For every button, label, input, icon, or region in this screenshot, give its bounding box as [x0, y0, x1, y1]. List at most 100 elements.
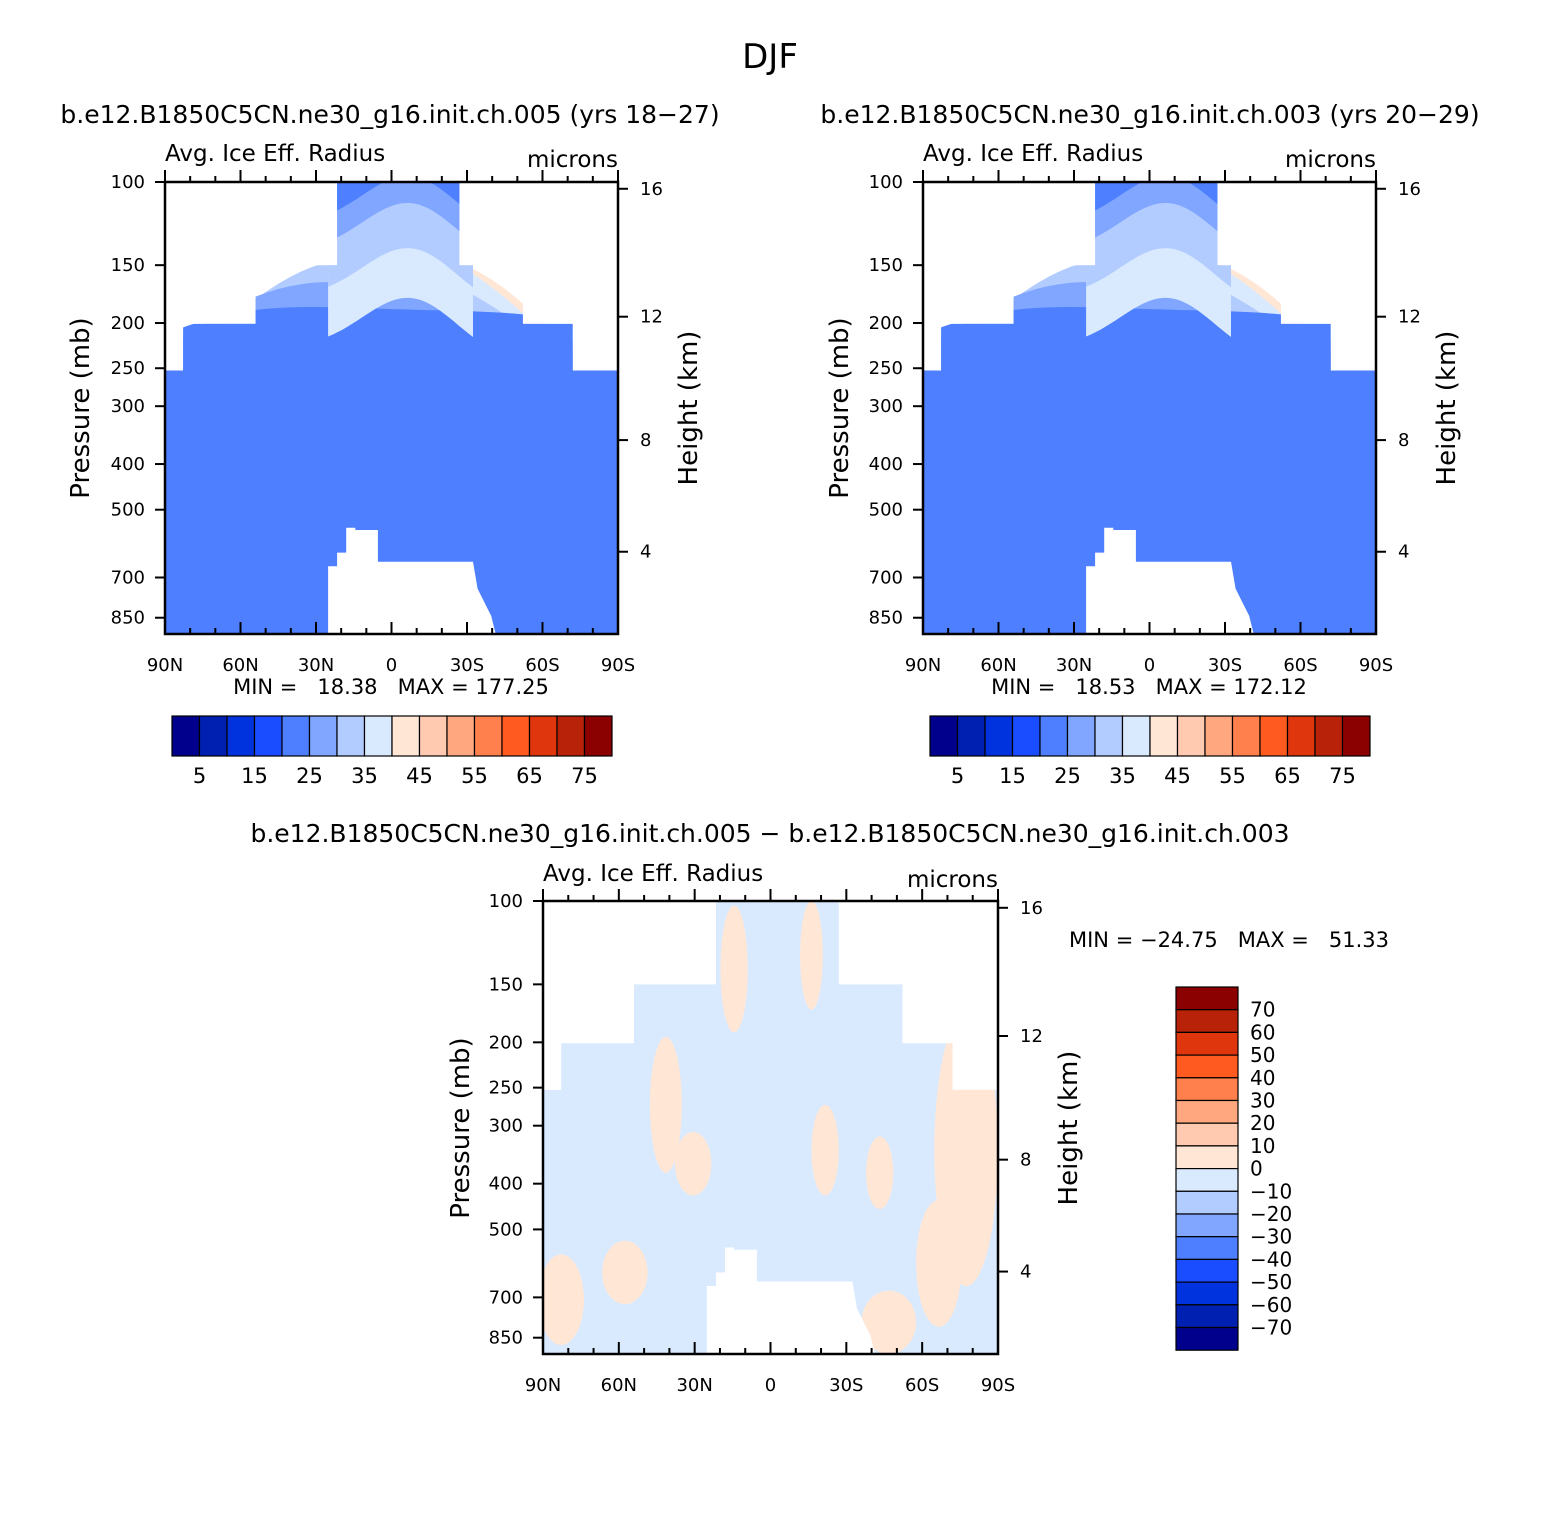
colorbar-label: 55	[461, 764, 488, 788]
y2-tick-label: 8	[1020, 1150, 1031, 1171]
contour-band-positive	[861, 1290, 917, 1354]
y-tick-label: 300	[489, 1116, 523, 1137]
y-tick-label: 250	[489, 1078, 523, 1099]
x-tick-label: 30N	[1056, 655, 1092, 676]
y-tick-label: 500	[111, 500, 145, 521]
topography-mask	[328, 527, 496, 634]
contour-band-positive	[649, 1036, 682, 1173]
panel-2-contour-field	[923, 182, 1376, 634]
colorbar-label: −60	[1250, 1293, 1292, 1317]
topography-mask	[706, 1247, 876, 1354]
colorbar-box	[583, 715, 613, 757]
contour-band-upper-5	[328, 182, 473, 215]
colorbar-box	[308, 715, 338, 757]
panel-1: b.e12.B1850C5CN.ne30_g16.init.ch.005 (yr…	[60, 100, 719, 788]
x-tick-label: 90N	[905, 655, 941, 676]
panel-2-y-axis-label: Pressure (mb)	[825, 317, 855, 498]
colorbar-label: 75	[571, 764, 598, 788]
y-tick-label: 100	[111, 172, 145, 193]
panel-3-variable-label: Avg. Ice Eff. Radius	[543, 861, 763, 887]
colorbar-box	[363, 715, 393, 757]
colorbar-label: −40	[1250, 1247, 1292, 1271]
y-tick-label: 250	[111, 358, 145, 379]
colorbar-box	[1175, 1122, 1239, 1147]
x-tick-label: 30N	[676, 1375, 712, 1396]
x-tick-label: 60S	[905, 1375, 939, 1396]
y-tick-label: 200	[489, 1032, 523, 1053]
y2-tick-label: 16	[1020, 898, 1043, 919]
x-tick-label: 60N	[980, 655, 1016, 676]
colorbar-label: −50	[1250, 1270, 1292, 1294]
colorbar-box	[418, 715, 448, 757]
colorbar-box	[1286, 715, 1316, 757]
panel-2-axes: 90N 60N 30N 0 30S 60S 90S 100 150 200 250 300 400 500…	[869, 170, 1421, 676]
colorbar-box	[1011, 715, 1041, 757]
colorbar-label: 55	[1219, 764, 1246, 788]
contour-band-positive	[916, 1199, 962, 1327]
colorbar-box	[1204, 715, 1234, 757]
colorbar-label: −20	[1250, 1202, 1292, 1226]
colorbar-box	[1175, 986, 1239, 1011]
contour-band-positive	[811, 1104, 839, 1196]
contour-band-upper-6	[1086, 182, 1231, 243]
colorbar-box	[1094, 715, 1124, 757]
colorbar-label: −30	[1250, 1225, 1292, 1249]
y-tick-label: 500	[489, 1219, 523, 1240]
y-tick-label: 400	[489, 1174, 523, 1195]
y-tick-label: 200	[869, 313, 903, 334]
colorbar-box	[1175, 1281, 1239, 1306]
y-tick-label: 100	[489, 891, 523, 912]
y-tick-label: 850	[111, 608, 145, 629]
colorbar-box	[1175, 1304, 1239, 1329]
y-tick-label: 400	[111, 454, 145, 475]
panel-3-title: b.e12.B1850C5CN.ne30_g16.init.ch.005 − b…	[250, 819, 1289, 848]
y2-tick-label: 8	[640, 430, 651, 451]
x-tick-label: 60S	[1283, 655, 1317, 676]
panel-1-variable-label: Avg. Ice Eff. Radius	[165, 141, 385, 167]
colorbar-box	[1175, 1077, 1239, 1102]
colorbar-label: 5	[193, 764, 206, 788]
y-tick-label: 700	[111, 568, 145, 589]
panel-3-y-axis-label: Pressure (mb)	[446, 1037, 476, 1218]
panel-2-y2-axis-label: Height (km)	[1432, 331, 1462, 486]
y2-tick-label: 4	[1020, 1262, 1031, 1283]
colorbar-box	[1175, 1236, 1239, 1260]
colorbar-box	[1121, 715, 1151, 757]
panel-1-min-max: MIN = 18.38 MAX = 177.25	[233, 675, 549, 699]
colorbar-box	[1341, 715, 1371, 757]
colorbar-box	[253, 715, 283, 757]
colorbar-label: 35	[351, 764, 378, 788]
y-tick-label: 150	[111, 255, 145, 276]
contour-band-positive	[543, 1254, 584, 1345]
panel-1-colorbar: 5 15 25 35 45 55 65 75	[171, 715, 613, 788]
colorbar-box	[1066, 715, 1096, 757]
colorbar-label: 40	[1250, 1066, 1275, 1090]
panel-3-min-max: MIN = −24.75 MAX = 51.33	[1069, 928, 1389, 952]
colorbar-box	[1149, 715, 1179, 757]
colorbar-box	[1175, 1213, 1239, 1238]
colorbar-box	[198, 715, 228, 757]
contour-layers	[923, 182, 1376, 634]
colorbar-box	[1314, 715, 1344, 757]
colorbar-box	[1175, 1031, 1239, 1056]
y-tick-label: 400	[869, 454, 903, 475]
colorbar-box	[171, 715, 201, 757]
colorbar-box	[473, 715, 503, 757]
panel-1-axes: 90N 60N 30N 0 30S 60S 90S 100 150 200 250 300 400 500…	[111, 170, 663, 676]
contour-band-5	[165, 307, 618, 634]
y-tick-label: 300	[869, 396, 903, 417]
colorbar-label: 60	[1250, 1020, 1275, 1044]
y2-tick-label: 4	[640, 542, 651, 563]
colorbar-label: 45	[406, 764, 433, 788]
panel-2: b.e12.B1850C5CN.ne30_g16.init.ch.003 (yr…	[820, 100, 1479, 788]
contour-band-5	[923, 307, 1376, 634]
colorbar-label: 75	[1329, 764, 1356, 788]
colorbar-label: 25	[296, 764, 323, 788]
colorbar-box	[1175, 1190, 1239, 1215]
x-tick-label: 90S	[601, 655, 635, 676]
colorbar-box	[336, 715, 366, 757]
colorbar-box	[1175, 1326, 1239, 1351]
panel-3-units-label: microns	[907, 867, 998, 893]
